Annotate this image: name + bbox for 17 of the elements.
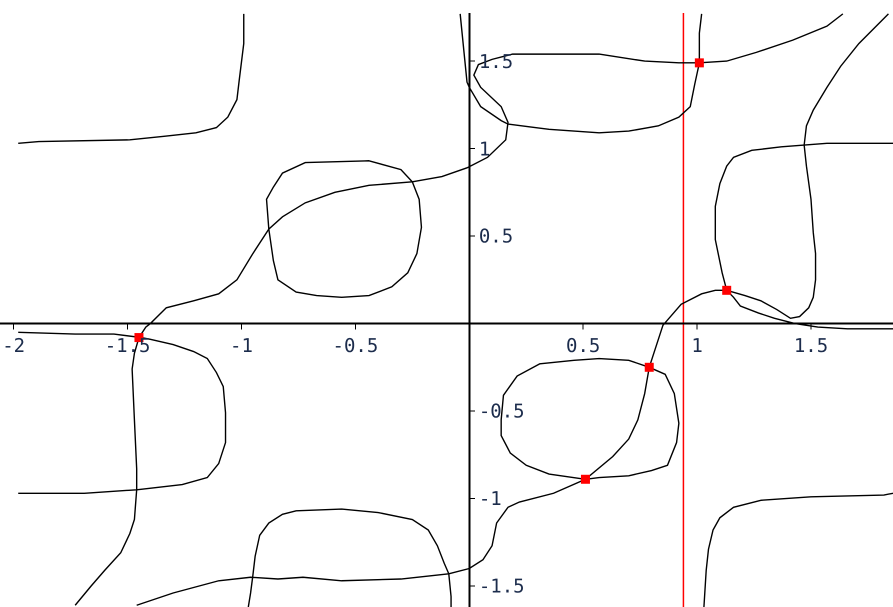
- y-tick-label: 0.5: [478, 226, 514, 248]
- point: [722, 286, 732, 295]
- y-tick-label: -1: [478, 488, 502, 510]
- x-tick-label: -1: [230, 335, 253, 358]
- point: [694, 58, 704, 68]
- x-tick-label: 1.5: [794, 335, 828, 358]
- x-tick-label: -2: [2, 335, 26, 358]
- point: [580, 474, 590, 484]
- point: [644, 362, 654, 372]
- y-tick-label: -1.5: [478, 576, 525, 598]
- x-tick-label: 1: [691, 335, 703, 358]
- y-tick-label: 1: [478, 138, 490, 160]
- line-series: [703, 492, 893, 607]
- x-tick-label: -0.5: [332, 335, 378, 358]
- line-series: [18, 13, 244, 144]
- x-tick-label: 0.5: [566, 335, 600, 358]
- line-series: [266, 160, 422, 298]
